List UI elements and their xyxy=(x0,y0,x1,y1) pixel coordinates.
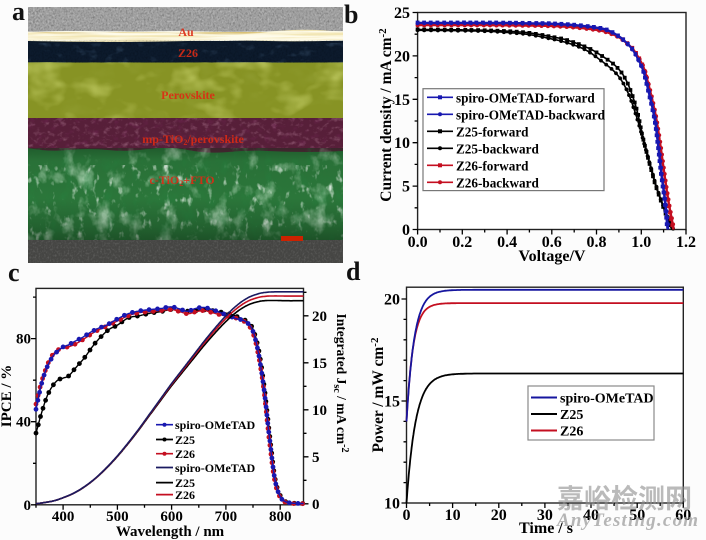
svg-text:0: 0 xyxy=(24,498,32,514)
svg-text:10: 10 xyxy=(384,496,400,513)
svg-text:0.4: 0.4 xyxy=(497,234,517,251)
svg-text:Voltage/V: Voltage/V xyxy=(519,248,586,265)
svg-text:spiro-OMeTAD: spiro-OMeTAD xyxy=(175,461,256,475)
svg-text:20: 20 xyxy=(312,309,327,325)
svg-text:20: 20 xyxy=(394,48,410,65)
svg-text:Z26: Z26 xyxy=(175,447,195,461)
svg-text:5: 5 xyxy=(402,179,410,196)
svg-text:0.8: 0.8 xyxy=(587,234,607,251)
svg-text:Z25-backward: Z25-backward xyxy=(456,141,539,156)
svg-text:c-TiO2+FTO: c-TiO2+FTO xyxy=(149,173,214,188)
svg-text:10: 10 xyxy=(312,403,327,419)
svg-text:0: 0 xyxy=(402,222,410,239)
svg-text:0: 0 xyxy=(403,507,411,524)
svg-text:10: 10 xyxy=(445,507,461,524)
svg-text:0: 0 xyxy=(312,497,320,513)
svg-text:0.6: 0.6 xyxy=(542,234,562,251)
svg-text:500: 500 xyxy=(106,509,129,525)
svg-text:15: 15 xyxy=(394,92,410,109)
svg-text:IPCE / %: IPCE / % xyxy=(0,365,15,428)
svg-text:AnyTesting.com: AnyTesting.com xyxy=(556,510,699,531)
svg-text:Au: Au xyxy=(178,25,194,39)
svg-text:Time / s: Time / s xyxy=(519,520,573,537)
svg-text:1.2: 1.2 xyxy=(676,234,696,251)
svg-text:Z25: Z25 xyxy=(175,433,195,447)
svg-text:40: 40 xyxy=(16,415,31,431)
svg-text:spiro-OMeTAD-forward: spiro-OMeTAD-forward xyxy=(456,90,595,105)
svg-text:Z26: Z26 xyxy=(178,46,198,60)
svg-text:5: 5 xyxy=(312,450,320,466)
svg-text:30: 30 xyxy=(537,507,553,524)
svg-text:25: 25 xyxy=(394,5,410,22)
svg-text:15: 15 xyxy=(384,394,400,411)
svg-text:60: 60 xyxy=(675,507,691,524)
svg-text:10: 10 xyxy=(394,135,410,152)
svg-text:80: 80 xyxy=(16,332,31,348)
svg-text:Z25: Z25 xyxy=(560,408,583,423)
svg-text:Integrated Jsc / mA cm-2: Integrated Jsc / mA cm-2 xyxy=(331,314,350,453)
svg-text:Z26: Z26 xyxy=(175,488,195,502)
svg-text:Power / mW cm-2: Power / mW cm-2 xyxy=(369,337,387,452)
svg-text:Z25: Z25 xyxy=(175,476,195,490)
svg-text:0.2: 0.2 xyxy=(452,234,472,251)
svg-text:20: 20 xyxy=(491,507,507,524)
svg-text:15: 15 xyxy=(312,356,327,372)
svg-text:Z26: Z26 xyxy=(560,425,583,440)
svg-text:spiro-OMeTAD: spiro-OMeTAD xyxy=(560,392,654,407)
svg-text:Current density / mA cm-2: Current density / mA cm-2 xyxy=(377,28,395,202)
svg-text:spiro-OMeTAD: spiro-OMeTAD xyxy=(175,418,256,432)
svg-text:20: 20 xyxy=(384,292,400,309)
svg-text:spiro-OMeTAD-backward: spiro-OMeTAD-backward xyxy=(456,107,606,122)
svg-text:Z25-forward: Z25-forward xyxy=(456,124,529,139)
svg-text:1.0: 1.0 xyxy=(631,234,651,251)
svg-text:40: 40 xyxy=(583,507,599,524)
svg-text:Perovskite: Perovskite xyxy=(161,88,215,102)
svg-text:800: 800 xyxy=(269,509,292,525)
svg-text:400: 400 xyxy=(52,509,75,525)
svg-text:700: 700 xyxy=(215,509,238,525)
svg-text:50: 50 xyxy=(629,507,645,524)
svg-text:mp-TiO2/perovskite: mp-TiO2/perovskite xyxy=(142,132,244,147)
svg-text:0.0: 0.0 xyxy=(408,234,428,251)
svg-text:Z26-backward: Z26-backward xyxy=(456,175,539,190)
svg-text:600: 600 xyxy=(160,509,183,525)
svg-text:Wavelength / nm: Wavelength / nm xyxy=(116,524,225,540)
svg-text:Z26-forward: Z26-forward xyxy=(456,158,529,173)
